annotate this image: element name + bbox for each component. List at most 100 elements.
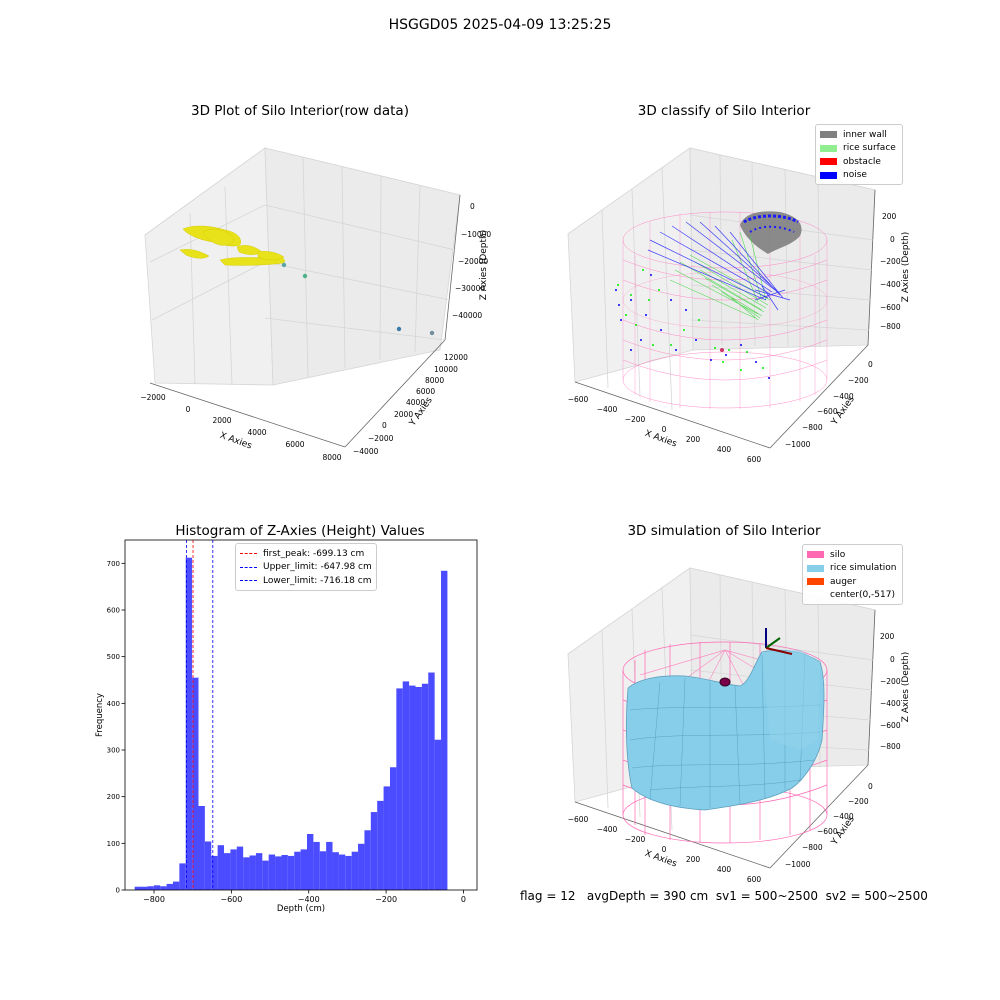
histogram-bar xyxy=(300,849,307,890)
classify-x-tick: −600 xyxy=(568,395,589,404)
histogram-bar xyxy=(230,849,237,890)
raw-y-tick: −2000 xyxy=(368,434,394,443)
histogram-bar xyxy=(153,885,161,890)
classify-legend: inner wall rice surface obstacle noise xyxy=(815,124,903,185)
histogram-chart: −800 −600 −400 −200 0 0 100 200 300 400 500 600 700… xyxy=(95,539,478,914)
histogram-y-ticks: 0 100 200 300 400 500 600 700 xyxy=(107,560,125,895)
raw-3d-axes-box xyxy=(144,147,461,448)
histogram-bar xyxy=(415,687,422,890)
histogram-bar xyxy=(172,881,180,890)
legend-swatch xyxy=(807,578,824,586)
histogram-bar xyxy=(377,800,384,890)
legend-item-auger: auger xyxy=(807,575,896,589)
raw-y-tick: 8000 xyxy=(425,376,444,385)
histogram-bar xyxy=(402,681,410,890)
histogram-plot-frame xyxy=(124,539,478,891)
legend-line-swatch xyxy=(240,566,257,568)
histogram-y-tick-label: 700 xyxy=(107,560,120,568)
simulation-z-tick: 0 xyxy=(890,655,895,664)
histogram-bar xyxy=(358,843,365,890)
histogram-bar xyxy=(249,855,256,890)
legend-item-noise: noise xyxy=(820,169,896,183)
simulation-z-axis-label: Z Axies (Depth) xyxy=(901,652,911,723)
classify-x-tick: −200 xyxy=(625,415,646,424)
histogram-bar xyxy=(204,841,212,890)
histogram-bar xyxy=(307,834,314,890)
histogram-title: Histogram of Z-Axies (Height) Values xyxy=(175,523,425,539)
raw-plot-title: 3D Plot of Silo Interior(row data) xyxy=(191,103,409,119)
legend-item-silo: silo xyxy=(807,548,896,562)
histogram-bar xyxy=(396,688,403,890)
classify-z-axis-label: Z Axies (Depth) xyxy=(901,232,911,303)
classify-y-tick: 0 xyxy=(868,360,873,369)
histogram-bar xyxy=(147,886,154,890)
raw-x-tick: 4000 xyxy=(247,428,266,437)
histogram-x-tick-label: −200 xyxy=(375,895,397,904)
figure-title: HSGGD05 2025-04-09 13:25:25 xyxy=(388,17,612,33)
raw-x-tick: 0 xyxy=(186,405,191,414)
legend-label: rice surface xyxy=(843,143,896,154)
histogram-y-tick-label: 400 xyxy=(107,700,120,708)
simulation-x-tick: −200 xyxy=(625,835,646,844)
raw-z-axis-label: Z Axies (Depth) xyxy=(479,230,489,301)
simulation-z-tick: −400 xyxy=(880,699,901,708)
raw-x-tick: −2000 xyxy=(140,393,166,402)
classify-z-tick: −400 xyxy=(880,280,901,289)
noise-cluster xyxy=(647,221,791,311)
classify-y-tick: −800 xyxy=(802,423,823,432)
histogram-bar xyxy=(428,672,435,890)
legend-swatch xyxy=(807,592,824,599)
legend-swatch xyxy=(820,158,837,166)
classify-z-tick: −600 xyxy=(880,303,901,312)
legend-label: Upper_limit: -647.98 cm xyxy=(263,562,372,573)
classify-z-tick: 200 xyxy=(882,212,897,221)
raw-z-tick: −20000 xyxy=(458,257,488,266)
classify-x-tick: 200 xyxy=(686,435,701,444)
legend-swatch xyxy=(807,551,824,559)
classify-y-tick: −400 xyxy=(833,392,854,401)
histogram-y-tick-label: 0 xyxy=(116,887,120,895)
raw-x-tick: 6000 xyxy=(285,440,304,449)
legend-swatch xyxy=(820,171,837,179)
histogram-x-tick-label: −600 xyxy=(220,895,242,904)
simulation-x-tick: 600 xyxy=(747,875,762,884)
silo-wireframe xyxy=(622,211,828,409)
histogram-y-tick-label: 300 xyxy=(107,747,120,755)
raw-y-tick: 0 xyxy=(382,421,387,430)
histogram-bar xyxy=(319,851,327,890)
histogram-y-tick-label: 600 xyxy=(107,607,120,615)
rice-simulation-surface xyxy=(625,649,825,811)
histogram-x-tick-label: −800 xyxy=(143,895,165,904)
histogram-bar xyxy=(134,886,142,890)
histogram-bar xyxy=(185,557,193,890)
simulation-z-tick: −800 xyxy=(880,742,901,751)
histogram-bar xyxy=(389,767,397,890)
raw-y-tick: 10000 xyxy=(434,365,458,374)
classify-x-tick: 400 xyxy=(717,445,732,454)
legend-line-swatch xyxy=(240,553,257,555)
simulation-x-tick: −600 xyxy=(568,815,589,824)
classify-plot-title: 3D classify of Silo Interior xyxy=(637,103,811,119)
legend-label: Lower_limit: -716.18 cm xyxy=(263,575,372,586)
legend-label: center(0,-517) xyxy=(830,590,895,601)
histogram-bar xyxy=(332,852,339,890)
raw-x-tick: 2000 xyxy=(212,416,231,425)
legend-label: first_peak: -699.13 cm xyxy=(263,548,365,559)
classify-z-tick: −200 xyxy=(880,257,901,266)
raw-z-tick: −40000 xyxy=(452,311,482,320)
legend-item-center: center(0,-517) xyxy=(807,589,896,603)
histogram-bar xyxy=(338,854,346,890)
simulation-z-tick: −600 xyxy=(880,721,901,730)
classify-y-tick: −200 xyxy=(848,376,869,385)
raw-y-tick: 12000 xyxy=(444,353,468,362)
histogram-reference-lines xyxy=(186,540,214,890)
raw-z-tick: −10000 xyxy=(461,230,491,239)
simulation-x-tick: 200 xyxy=(686,855,701,864)
legend-swatch xyxy=(820,131,837,139)
classify-x-tick: 0 xyxy=(662,425,667,434)
classify-x-tick: −400 xyxy=(597,405,618,414)
legend-label: auger xyxy=(830,576,857,587)
legend-swatch xyxy=(807,564,824,572)
raw-x-tick: 8000 xyxy=(322,453,341,462)
histogram-bar xyxy=(141,886,148,890)
